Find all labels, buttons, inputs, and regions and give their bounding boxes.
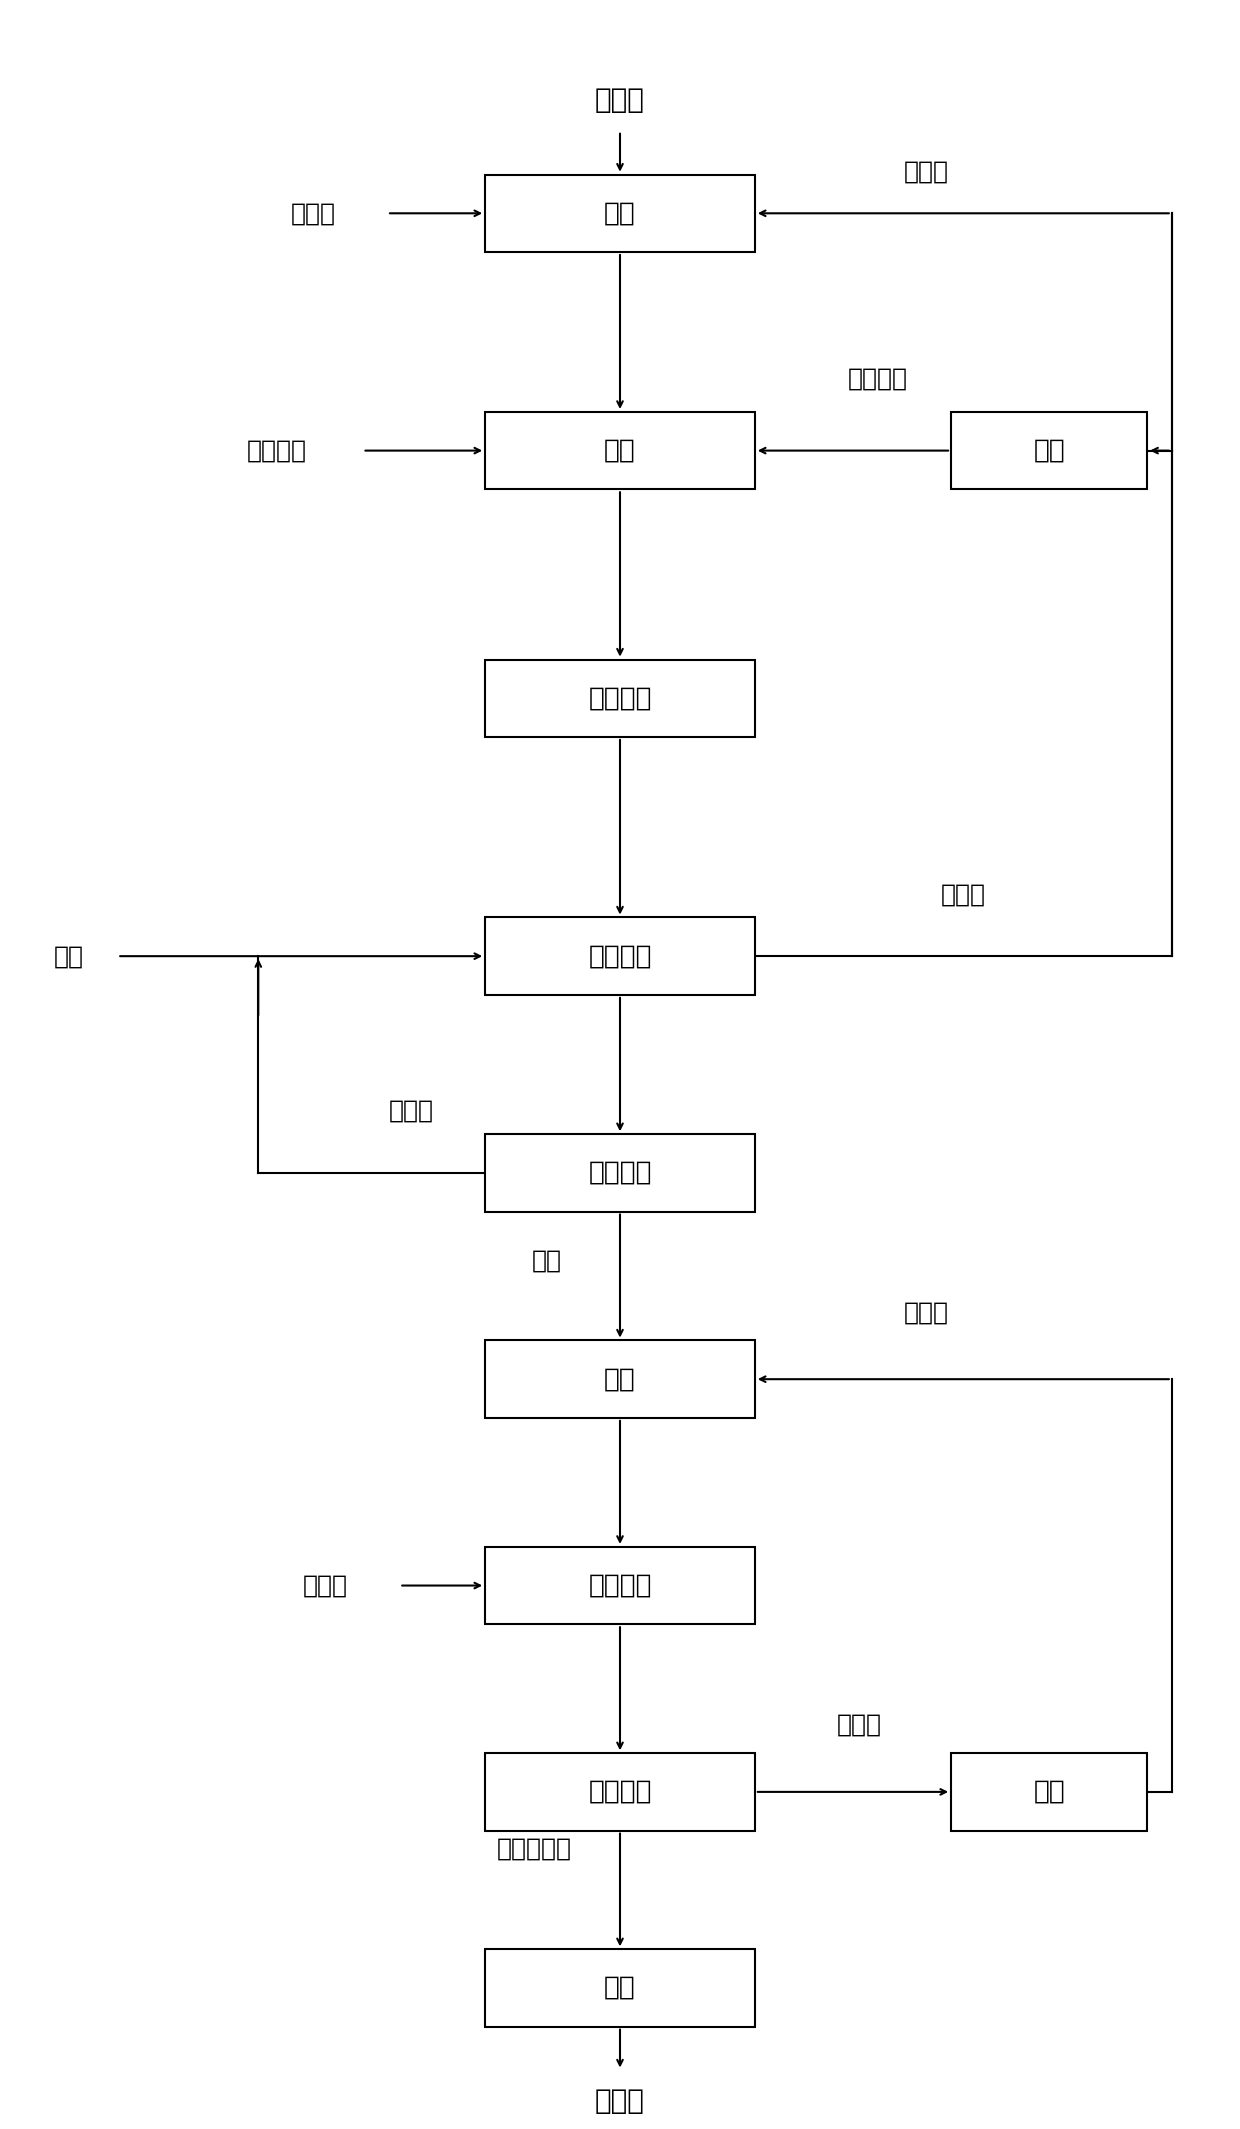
Bar: [485, 1752, 755, 1831]
Bar: [485, 1341, 755, 1418]
Text: 干燥: 干燥: [604, 1976, 636, 2001]
Text: 冷凝: 冷凝: [1033, 439, 1065, 464]
Text: 制浆: 制浆: [604, 200, 636, 226]
Text: 冷凝水: 冷凝水: [904, 160, 949, 183]
Text: 二氧化硫: 二氧化硫: [847, 366, 908, 390]
Text: 反溶: 反溶: [604, 1367, 636, 1392]
Bar: [485, 411, 755, 490]
Text: 冷凝水: 冷凝水: [904, 1301, 949, 1324]
Text: 软锰矿: 软锰矿: [595, 85, 645, 113]
Bar: [485, 918, 755, 994]
Text: 浸出: 浸出: [604, 439, 636, 464]
Text: 混合气: 混合气: [941, 881, 986, 907]
Bar: [485, 660, 755, 737]
Text: 固液分离: 固液分离: [588, 1160, 652, 1186]
Text: 中和硫酸: 中和硫酸: [588, 1573, 652, 1599]
Text: 硫酸锰: 硫酸锰: [595, 2086, 645, 2116]
Bar: [951, 411, 1147, 490]
Text: 硫酸锰晶体: 硫酸锰晶体: [497, 1837, 572, 1861]
Text: 中和剂: 中和剂: [304, 1573, 348, 1597]
Text: 蒸发结晶: 蒸发结晶: [588, 1780, 652, 1805]
Bar: [485, 1950, 755, 2027]
Text: 水蒸气: 水蒸气: [837, 1714, 882, 1737]
Bar: [485, 1548, 755, 1624]
Bar: [485, 1135, 755, 1211]
Text: 硫酸: 硫酸: [53, 943, 83, 969]
Text: 冷凝: 冷凝: [1033, 1780, 1065, 1805]
Text: 分离液: 分离液: [389, 1099, 434, 1122]
Bar: [951, 1752, 1147, 1831]
Bar: [485, 175, 755, 251]
Text: 晶体: 晶体: [532, 1248, 562, 1273]
Text: 二氧化硫: 二氧化硫: [247, 439, 306, 462]
Text: 浓缩酸解: 浓缩酸解: [588, 943, 652, 969]
Text: 自来水: 自来水: [291, 202, 336, 226]
Text: 净化除杂: 净化除杂: [588, 686, 652, 711]
